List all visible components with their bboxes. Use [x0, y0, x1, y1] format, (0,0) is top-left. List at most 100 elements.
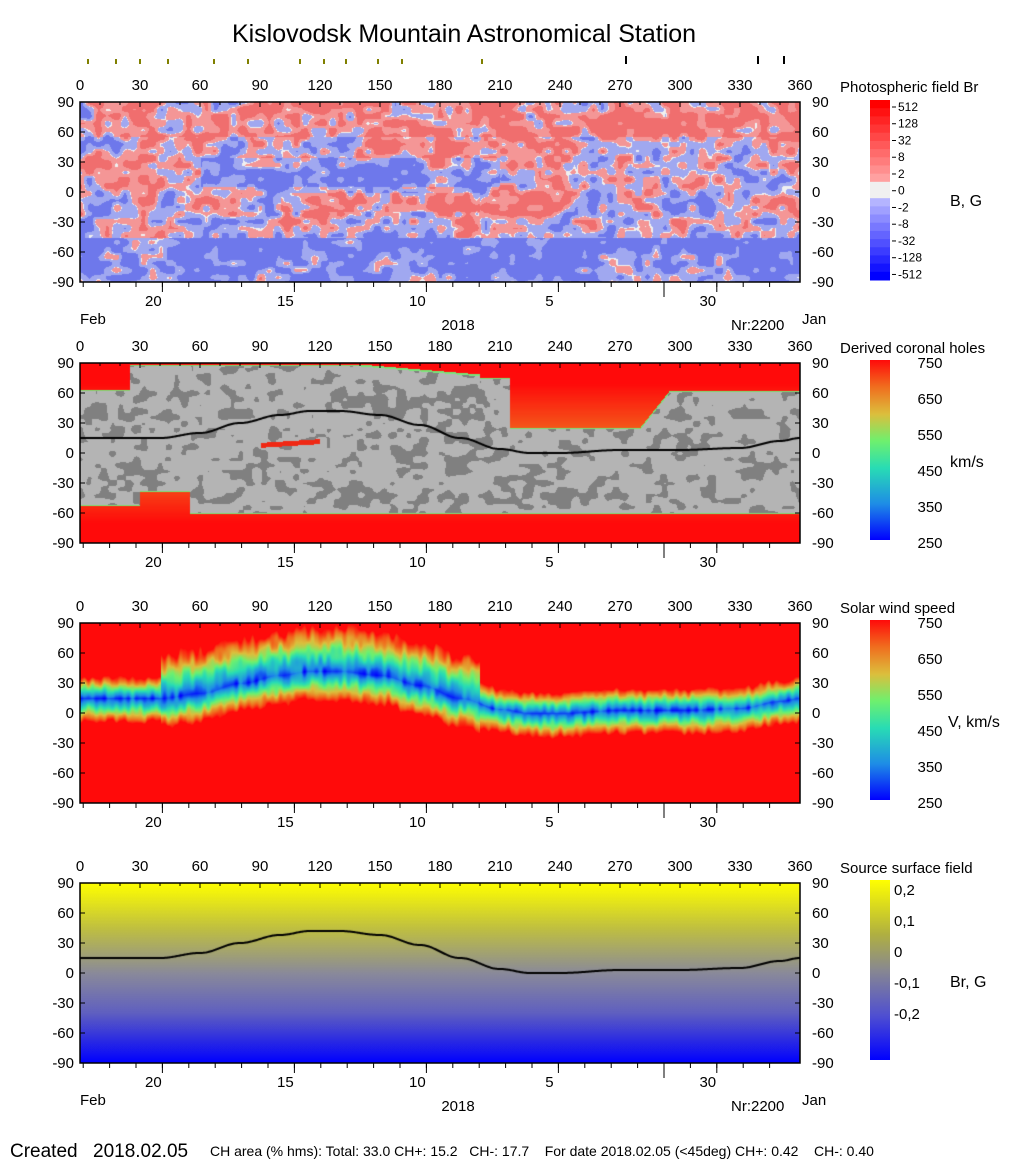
lat-tick-label-left: 90 [57, 94, 74, 111]
figure-title: Kislovodsk Mountain Astronomical Station [231, 20, 697, 48]
lat-tick-label-left: -30 [52, 214, 74, 231]
month-left-label: Feb [80, 1092, 106, 1109]
plot-frame [79, 101, 801, 283]
lat-tick-label-left: -30 [52, 995, 74, 1012]
lon-tick-label: 60 [192, 858, 209, 875]
coronal-holes-map [80, 363, 800, 543]
colorbar-tick-label: 250 [917, 535, 942, 552]
lon-tick-label: 240 [547, 858, 572, 875]
date-tick-label: 10 [409, 814, 426, 831]
lat-tick-label-left: -60 [52, 505, 74, 522]
lat-tick-label-left: 0 [66, 705, 74, 722]
colorbar-tick-label: 650 [917, 651, 942, 668]
panel-title: Photospheric field Br [840, 79, 978, 96]
colorbar-tick-label: 128 [898, 117, 918, 131]
colorbar-segment [870, 190, 890, 199]
lat-tick-label-right: -60 [812, 1025, 834, 1042]
lat-tick-label-left: 60 [57, 385, 74, 402]
plot-frame [79, 622, 801, 804]
lat-tick-label-right: 90 [812, 875, 829, 892]
lon-tick-label: 90 [252, 598, 269, 615]
lat-tick-label-left: -60 [52, 1025, 74, 1042]
lon-tick-label: 90 [252, 338, 269, 355]
lon-tick-label: 90 [252, 77, 269, 94]
date-tick-label: 10 [409, 293, 426, 310]
lat-tick-label-right: 30 [812, 154, 829, 171]
colorbar-tick-label: 650 [917, 391, 942, 408]
colorbar-segment [870, 132, 890, 142]
lon-tick-label: 300 [667, 338, 692, 355]
lon-tick-label: 90 [252, 858, 269, 875]
date-tick-label: 15 [277, 1074, 294, 1091]
lat-tick-label-left: 30 [57, 675, 74, 692]
date-tick-label: 10 [409, 554, 426, 571]
lat-tick-label-left: 30 [57, 935, 74, 952]
lat-tick-label-left: -90 [52, 274, 74, 291]
lon-tick-label: 120 [307, 338, 332, 355]
lon-tick-label: 330 [727, 338, 752, 355]
lat-tick-label-right: -90 [812, 535, 834, 552]
colorbar-tick-label: -128 [898, 251, 922, 265]
lon-tick-label: 180 [427, 77, 452, 94]
lat-tick-label-right: 60 [812, 124, 829, 141]
colorbar-tick-label: 750 [917, 355, 942, 372]
lon-tick-label: 60 [192, 598, 209, 615]
date-tick-label: 5 [545, 293, 553, 310]
colorbar-tick-label: 550 [917, 687, 942, 704]
lat-tick-label-right: 60 [812, 385, 829, 402]
lon-tick-label: 330 [727, 598, 752, 615]
colorbar-label: B, G [950, 193, 982, 210]
lon-tick-label: 30 [132, 338, 149, 355]
lat-tick-label-right: 0 [812, 965, 820, 982]
lon-tick-label: 150 [367, 598, 392, 615]
colorbar-tick-label: 350 [917, 759, 942, 776]
colorbar-tick-label: 550 [917, 427, 942, 444]
colorbar-segment [870, 239, 890, 248]
lat-tick-label-right: 0 [812, 705, 820, 722]
lon-tick-label: 0 [76, 598, 84, 615]
date-tick-label: 20 [145, 293, 162, 310]
lat-tick-label-right: 0 [812, 445, 820, 462]
colorbar-segment [870, 263, 890, 273]
photospheric-field-map [80, 102, 800, 282]
colorbar-tick-label: -512 [898, 267, 922, 281]
lat-tick-label-left: 90 [57, 875, 74, 892]
colorbar-tick-label: 450 [917, 723, 942, 740]
colorbar-segment [870, 214, 890, 224]
lon-tick-label: 180 [427, 338, 452, 355]
colorbar-tick-label: 750 [917, 615, 942, 632]
colorbar-label: Br, G [950, 974, 986, 991]
colorbar-tick-label: 450 [917, 463, 942, 480]
date-tick-label: 30 [699, 554, 716, 571]
colorbar-segment [870, 255, 890, 265]
colorbar-segment [870, 222, 890, 232]
colorbar-segment [870, 247, 890, 256]
lon-tick-label: 300 [667, 77, 692, 94]
source-surface-field-map [80, 883, 800, 1063]
colorbar-segment [870, 108, 890, 117]
lat-tick-label-left: -30 [52, 475, 74, 492]
colorbar-tick-label: 512 [898, 100, 918, 114]
month-right-label: Jan [802, 311, 826, 328]
lat-tick-label-right: -30 [812, 995, 834, 1012]
lat-tick-label-right: 60 [812, 645, 829, 662]
lat-tick-label-left: 30 [57, 415, 74, 432]
colorbar-gradient [870, 880, 890, 1060]
lon-tick-label: 360 [787, 598, 812, 615]
lon-tick-label: 300 [667, 858, 692, 875]
lat-tick-label-right: 90 [812, 355, 829, 372]
lat-tick-label-left: 30 [57, 154, 74, 171]
colorbar-tick-label: 32 [898, 133, 912, 147]
lon-tick-label: 0 [76, 77, 84, 94]
colorbar-tick-label: -32 [898, 234, 916, 248]
lon-tick-label: 120 [307, 77, 332, 94]
lat-tick-label-right: -30 [812, 214, 834, 231]
panel-title: Solar wind speed [840, 600, 955, 617]
lat-tick-label-right: 30 [812, 415, 829, 432]
lon-tick-label: 270 [607, 858, 632, 875]
lon-tick-label: 270 [607, 598, 632, 615]
colorbar-tick-label: 0 [894, 944, 902, 961]
colorbar-tick-label: 2 [898, 167, 905, 181]
lon-tick-label: 120 [307, 858, 332, 875]
